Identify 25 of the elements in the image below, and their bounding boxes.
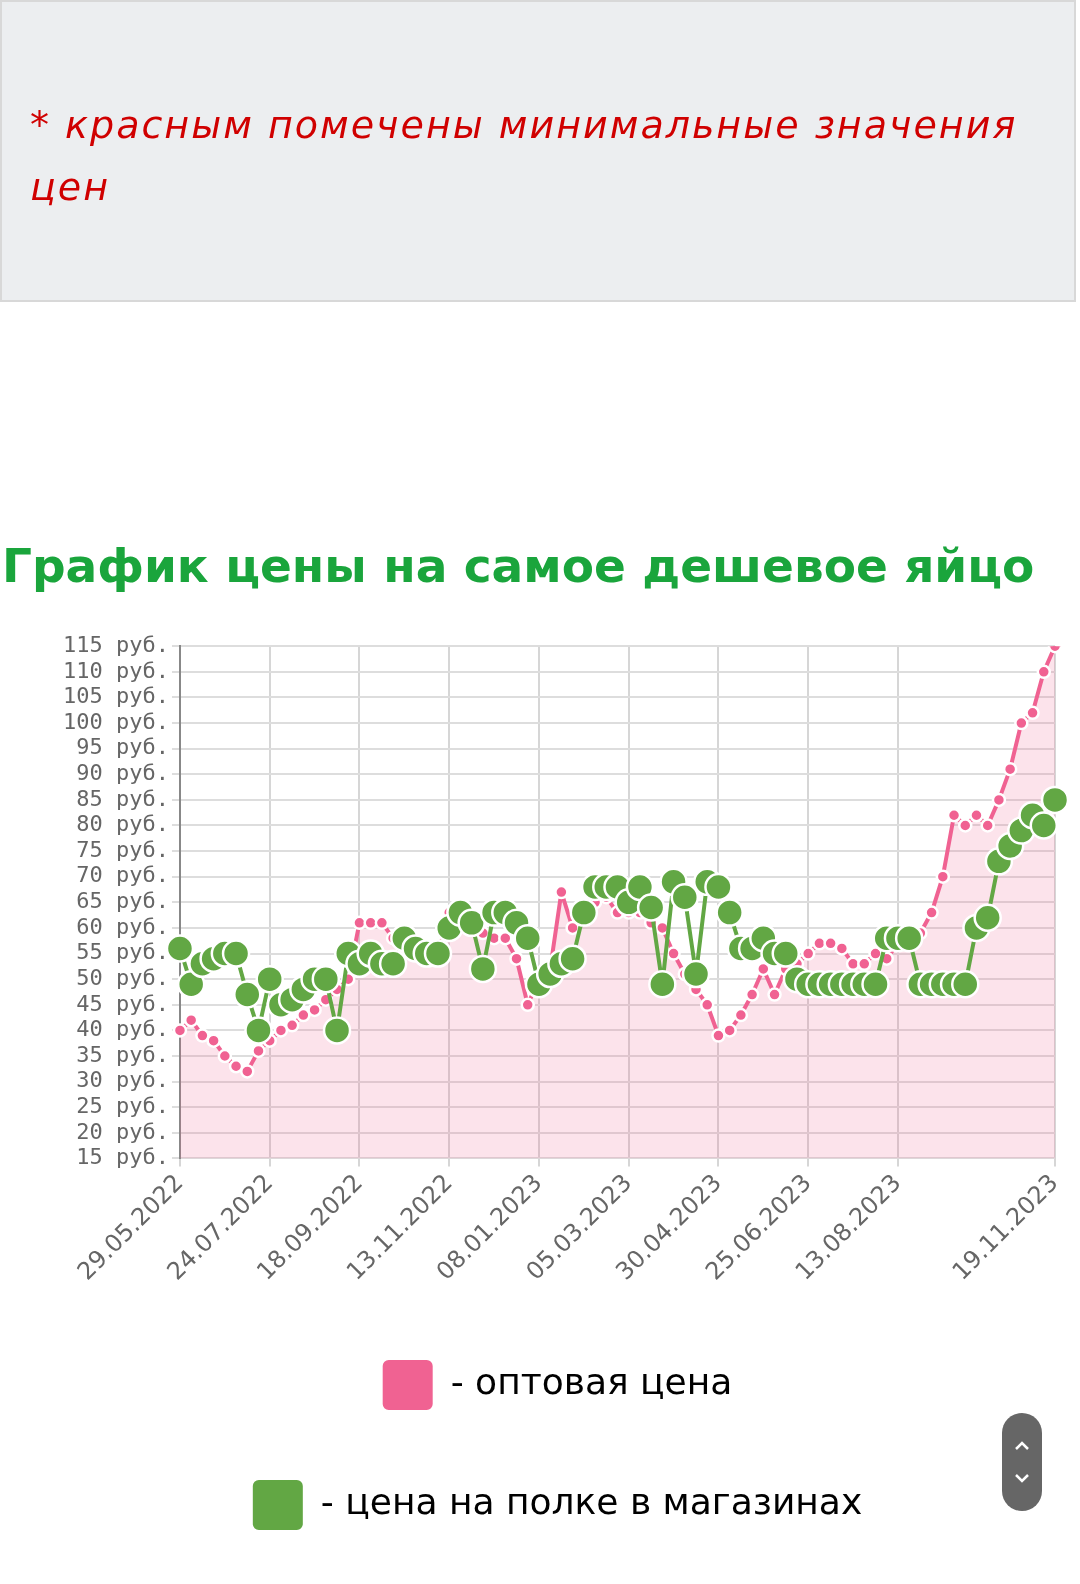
y-tick-label: 70 руб. xyxy=(76,862,169,888)
y-tick-label: 95 руб. xyxy=(76,734,169,760)
y-tick-label: 65 руб. xyxy=(76,888,169,914)
y-tick-label: 115 руб. xyxy=(62,631,169,657)
y-tick-label: 90 руб. xyxy=(76,759,169,785)
legend-label: - цена на полке в магазинах xyxy=(320,1481,863,1523)
y-tick-label: 30 руб. xyxy=(76,1067,169,1093)
y-tick-label: 40 руб. xyxy=(76,1016,169,1042)
y-tick-label: 20 руб. xyxy=(76,1118,169,1144)
y-tick-label: 55 руб. xyxy=(76,939,169,965)
y-tick-label: 25 руб. xyxy=(76,1092,169,1118)
text: * красным помечены минимальные значения цен xyxy=(30,102,1019,211)
chart-title: График цены на самое дешевое яйцо xyxy=(2,538,1035,593)
y-tick-label: 110 руб. xyxy=(62,657,169,683)
y-tick-label: 80 руб. xyxy=(76,811,169,837)
legend-label: - оптовая цена xyxy=(450,1361,733,1403)
y-tick-label: 105 руб. xyxy=(62,683,169,709)
y-tick-label: 45 руб. xyxy=(76,990,169,1016)
y-tick-label: 100 руб. xyxy=(62,708,169,734)
y-tick-label: 75 руб. xyxy=(76,836,169,862)
y-tick-label: 15 руб. xyxy=(76,1144,169,1170)
y-tick-label: 60 руб. xyxy=(76,913,169,939)
y-tick-label: 85 руб. xyxy=(76,785,169,811)
y-tick-label: 35 руб. xyxy=(76,1041,169,1067)
y-tick-label: 50 руб. xyxy=(76,964,169,990)
